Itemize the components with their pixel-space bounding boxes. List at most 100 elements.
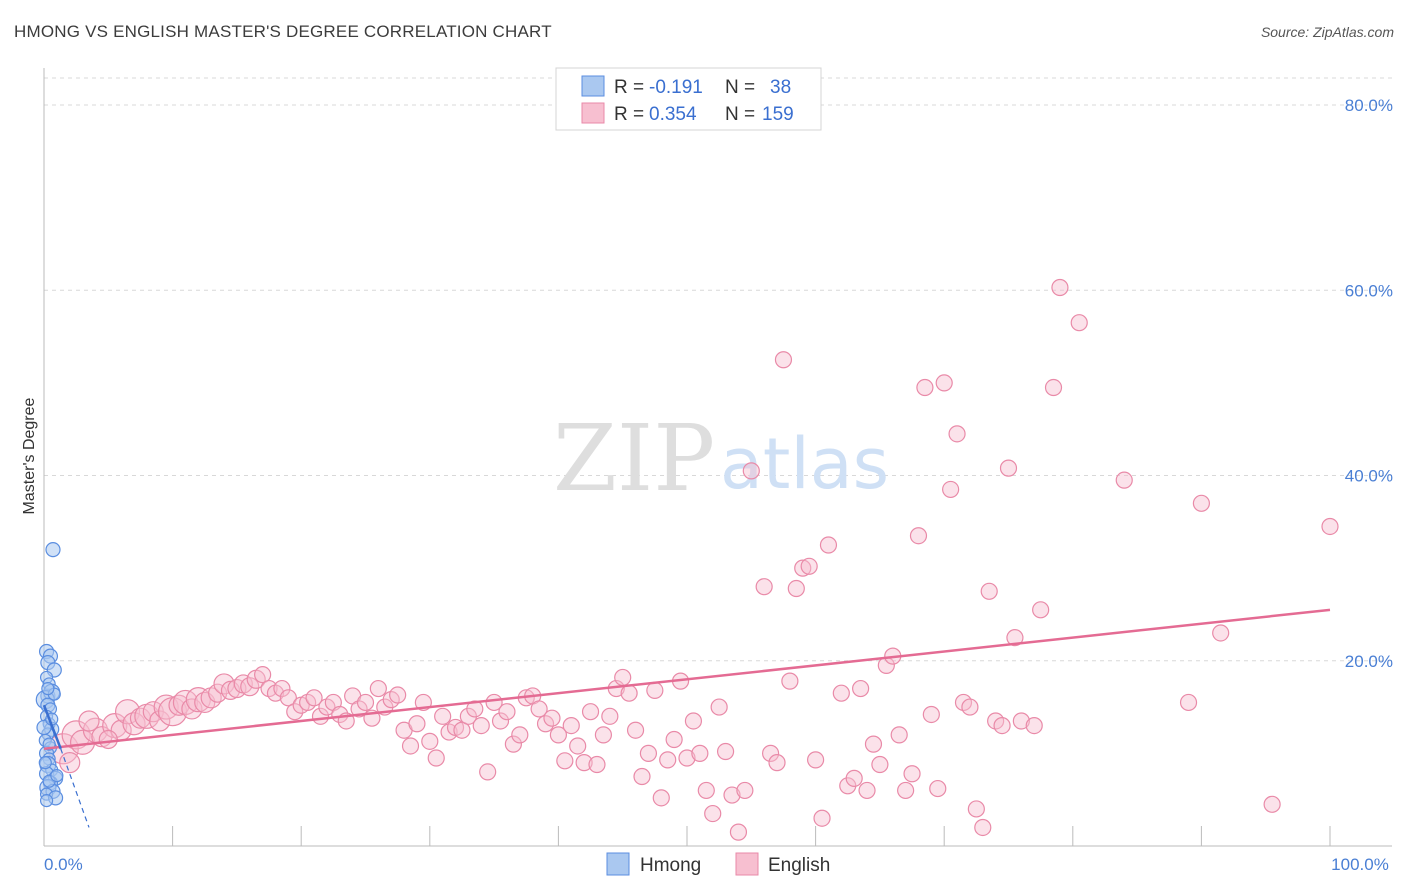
english-point-67 xyxy=(504,735,522,753)
english-point-120 xyxy=(858,781,876,800)
english-point-32 xyxy=(279,689,297,707)
english-point-105 xyxy=(755,578,773,596)
y-tick-label-1: 40.0% xyxy=(1345,467,1393,486)
english-point-8 xyxy=(122,712,146,736)
english-point-51 xyxy=(401,737,420,755)
english-point-44 xyxy=(356,693,375,712)
hmong-point-30 xyxy=(38,756,52,770)
english-r-value: 0.354 xyxy=(649,104,697,125)
english-point-158 xyxy=(98,729,118,750)
watermark-atlas: atlas xyxy=(720,423,889,505)
english-point-54 xyxy=(421,732,439,750)
english-point-112 xyxy=(800,557,818,575)
english-point-104 xyxy=(742,462,760,480)
english-point-153 xyxy=(1212,624,1230,642)
english-point-134 xyxy=(948,425,966,443)
english-point-115 xyxy=(819,536,838,554)
english-point-103 xyxy=(736,781,754,800)
stats-legend: R = -0.191 N = 38 R = 0.354 N = 159 xyxy=(555,67,822,131)
english-point-113 xyxy=(806,751,825,769)
english-point-73 xyxy=(543,709,561,727)
y-tick-labels: 20.0% 40.0% 60.0% 80.0% xyxy=(1345,96,1393,671)
watermark: ZIP atlas xyxy=(553,405,889,512)
english-point-152 xyxy=(1192,494,1211,512)
hmong-point-37 xyxy=(41,681,55,696)
english-point-147 xyxy=(1044,378,1063,397)
english-point-99 xyxy=(710,698,728,716)
english-point-96 xyxy=(691,744,709,762)
english-point-130 xyxy=(922,705,940,724)
english-point-155 xyxy=(1321,517,1339,536)
source-label: Source: ZipAtlas.com xyxy=(1260,24,1394,40)
bottom-legend-hmong-swatch xyxy=(606,852,630,876)
hmong-series xyxy=(35,542,64,808)
english-point-26 xyxy=(240,677,260,697)
english-point-121 xyxy=(864,735,883,753)
english-point-76 xyxy=(562,716,580,735)
bottom-legend-hmong-label: Hmong xyxy=(640,855,701,876)
english-r-label: R = xyxy=(614,104,644,125)
english-point-116 xyxy=(832,684,850,702)
english-point-66 xyxy=(498,703,516,721)
english-point-139 xyxy=(980,582,998,600)
english-point-119 xyxy=(852,679,870,698)
english-point-59 xyxy=(453,721,471,739)
english-point-110 xyxy=(787,579,805,598)
english-trend-line xyxy=(43,608,1331,750)
english-point-144 xyxy=(1012,712,1030,730)
english-point-109 xyxy=(781,672,799,690)
english-point-90 xyxy=(652,789,670,807)
english-point-88 xyxy=(639,744,658,762)
hmong-r-value: -0.191 xyxy=(649,77,703,98)
english-point-102 xyxy=(729,823,748,841)
english-point-56 xyxy=(434,707,452,725)
watermark-zip: ZIP xyxy=(553,405,715,512)
english-point-43 xyxy=(350,700,368,718)
english-point-148 xyxy=(1051,278,1069,297)
english-point-151 xyxy=(1179,693,1198,712)
english-point-108 xyxy=(774,351,793,369)
chart-title: HMONG VS ENGLISH MASTER'S DEGREE CORRELA… xyxy=(14,22,552,41)
english-point-16 xyxy=(172,689,199,716)
bottom-legend-english-swatch xyxy=(735,852,759,876)
english-point-81 xyxy=(594,726,613,744)
english-point-7 xyxy=(114,699,141,725)
english-point-131 xyxy=(929,779,947,798)
english-point-97 xyxy=(697,781,715,800)
english-point-68 xyxy=(511,726,529,744)
hmong-n-value: 38 xyxy=(770,77,791,98)
english-point-126 xyxy=(897,781,915,800)
english-point-87 xyxy=(633,767,651,786)
english-point-78 xyxy=(575,754,593,772)
english-point-52 xyxy=(408,715,426,733)
english-point-101 xyxy=(723,786,741,804)
hmong-point-34 xyxy=(39,794,54,808)
english-point-79 xyxy=(581,703,600,721)
hmong-point-35 xyxy=(50,769,64,783)
y-tick-label-0: 20.0% xyxy=(1345,652,1393,671)
english-point-20 xyxy=(200,687,222,709)
english-point-145 xyxy=(1025,716,1043,735)
y-tick-label-3: 80.0% xyxy=(1345,96,1393,115)
english-point-31 xyxy=(273,679,291,698)
english-point-107 xyxy=(768,754,786,772)
hmong-n-label: N = xyxy=(725,77,755,98)
english-point-149 xyxy=(1070,314,1088,332)
english-point-91 xyxy=(659,751,677,769)
english-point-49 xyxy=(389,686,407,704)
english-point-77 xyxy=(569,737,587,755)
english-legend-swatch xyxy=(581,102,605,124)
english-point-33 xyxy=(286,703,304,721)
y-axis-label: Master's Degree xyxy=(21,397,38,514)
english-point-129 xyxy=(916,378,934,397)
english-point-82 xyxy=(601,707,619,725)
english-point-127 xyxy=(903,765,921,783)
english-point-98 xyxy=(704,804,722,823)
english-n-label: N = xyxy=(725,104,755,125)
english-point-157 xyxy=(78,710,100,732)
english-point-84 xyxy=(614,668,632,687)
english-point-92 xyxy=(665,730,683,749)
english-point-111 xyxy=(794,559,812,577)
english-point-86 xyxy=(626,721,645,739)
